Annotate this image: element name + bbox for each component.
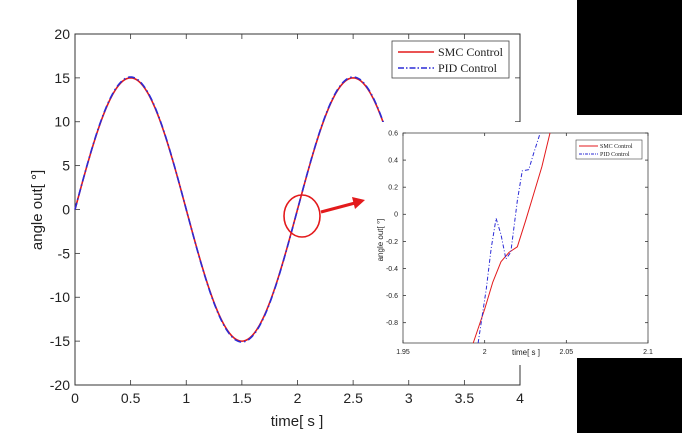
inset-legend-label-smc: SMC Control	[600, 144, 633, 150]
inset-y-tick-label: -0.2	[386, 239, 398, 246]
main-x-tick-label: 2.5	[343, 390, 363, 406]
main-y-tick-label: 0	[62, 201, 70, 217]
inset-y-tick-label: 0.6	[388, 130, 398, 137]
inset-x-tick-label: 2.05	[560, 349, 574, 356]
inset-x-axis-label: time[ s ]	[512, 348, 540, 357]
inset-x-tick-label: 2	[483, 349, 487, 356]
inset-x-tick-label: 2.1	[643, 349, 653, 356]
inset-y-tick-label: 0.4	[388, 158, 398, 165]
main-series-pid-line	[74, 76, 390, 343]
zoom-arrow-head	[352, 197, 365, 209]
inset-y-tick-label: 0	[394, 212, 398, 219]
black-redaction-box-bottom	[577, 358, 682, 433]
main-x-tick-label: 3	[405, 390, 413, 406]
main-y-tick-label: 15	[54, 70, 70, 86]
main-legend-box	[391, 40, 510, 79]
main-y-tick-label: 20	[54, 26, 70, 42]
main-y-tick-label: -10	[50, 289, 70, 305]
main-y-axis-label: angle out[ °]	[29, 170, 46, 250]
main-x-tick-label: 1.5	[232, 390, 252, 406]
main-x-tick-label: 3.5	[455, 390, 475, 406]
inset-x-tick-label: 1.95	[396, 349, 410, 356]
inset-y-tick-label: 0.2	[388, 185, 398, 192]
inset-y-tick-label: -0.8	[386, 320, 398, 327]
main-y-tick-label: -20	[50, 377, 70, 393]
zoom-region-ellipse	[283, 194, 321, 238]
main-legend: SMC Control PID Control	[391, 40, 510, 79]
inset-y-tick-label: -0.4	[386, 266, 398, 273]
zoom-arrow-shaft	[320, 201, 356, 214]
main-y-tick-label: 5	[62, 158, 70, 174]
main-y-tick-label: -5	[58, 245, 71, 261]
main-y-tick-label: 10	[54, 114, 70, 130]
inset-y-axis-label: angle out[ °]	[376, 219, 385, 262]
inset-series-pid-line	[477, 132, 541, 344]
inset-legend: SMC Control PID Control	[575, 139, 643, 160]
inset-y-tick-label: -0.6	[386, 293, 398, 300]
inset-series-smc-line	[472, 132, 551, 344]
main-x-tick-label: 4	[516, 390, 524, 406]
inset-legend-label-pid: PID Control	[600, 152, 630, 158]
main-x-tick-label: 0.5	[121, 390, 141, 406]
main-x-tick-label: 2	[294, 390, 302, 406]
main-legend-label-smc: SMC Control	[438, 45, 504, 59]
main-x-tick-label: 1	[182, 390, 190, 406]
main-x-tick-label: 0	[71, 390, 79, 406]
black-redaction-box-top	[577, 0, 682, 115]
main-legend-label-pid: PID Control	[438, 61, 498, 75]
inset-plot-frame	[402, 132, 649, 344]
main-y-tick-label: -15	[50, 333, 70, 349]
main-x-axis-label: time[ s ]	[271, 413, 324, 430]
